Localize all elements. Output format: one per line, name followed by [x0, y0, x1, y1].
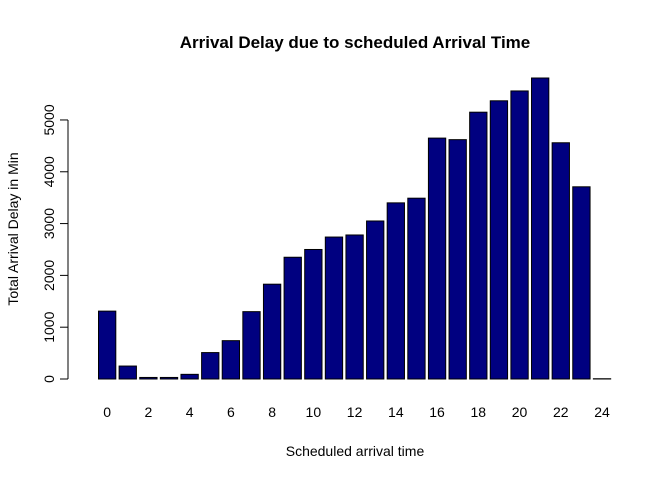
bar-7 [243, 312, 260, 379]
bar-8 [263, 284, 280, 379]
y-axis-tick-label: 4000 [41, 156, 57, 187]
bar-0 [99, 311, 116, 379]
x-axis-tick-label: 8 [268, 404, 276, 420]
bar-22 [552, 143, 569, 379]
bar-10 [305, 249, 322, 379]
x-axis-tick-label: 18 [471, 404, 487, 420]
bar-17 [449, 140, 466, 379]
y-axis: 0 1000 2000 3000 4000 5000 [41, 104, 68, 383]
bar-14 [387, 203, 404, 379]
x-axis-tick-label: 4 [186, 404, 194, 420]
bar-3 [160, 377, 177, 379]
bar-23 [573, 187, 590, 379]
bar-21 [532, 78, 549, 379]
x-axis-tick-label: 24 [594, 404, 610, 420]
bar-12 [346, 235, 363, 379]
bar-6 [222, 341, 239, 379]
bar-2 [140, 377, 157, 379]
bar-18 [470, 112, 487, 379]
x-axis-tick-label: 16 [429, 404, 445, 420]
bar-19 [490, 101, 507, 379]
y-axis-label: Total Arrival Delay in Min [5, 152, 21, 305]
chart-title: Arrival Delay due to scheduled Arrival T… [180, 33, 531, 52]
bars [99, 78, 611, 379]
bar-9 [284, 257, 301, 379]
y-axis-tick-label: 0 [41, 375, 57, 383]
bar-1 [119, 366, 136, 379]
bar-4 [181, 374, 198, 379]
x-axis-label: Scheduled arrival time [286, 443, 425, 459]
bar-13 [367, 221, 384, 379]
x-axis-tick-label: 2 [144, 404, 152, 420]
x-axis-tick-label: 14 [388, 404, 404, 420]
x-axis-tick-label: 20 [512, 404, 528, 420]
y-axis-tick-label: 5000 [41, 104, 57, 135]
x-axis-tick-label: 10 [306, 404, 322, 420]
x-axis-tick-label: 12 [347, 404, 363, 420]
bar-15 [408, 198, 425, 379]
x-axis-tick-label: 22 [553, 404, 569, 420]
bar-16 [428, 138, 445, 379]
bar-11 [325, 237, 342, 379]
bar-5 [202, 353, 219, 379]
bar-20 [511, 91, 528, 379]
y-axis-tick-label: 1000 [41, 311, 57, 342]
x-axis-tick-label: 0 [103, 404, 111, 420]
y-axis-tick-label: 2000 [41, 260, 57, 291]
x-axis-tick-label: 6 [227, 404, 235, 420]
y-axis-tick-label: 3000 [41, 208, 57, 239]
